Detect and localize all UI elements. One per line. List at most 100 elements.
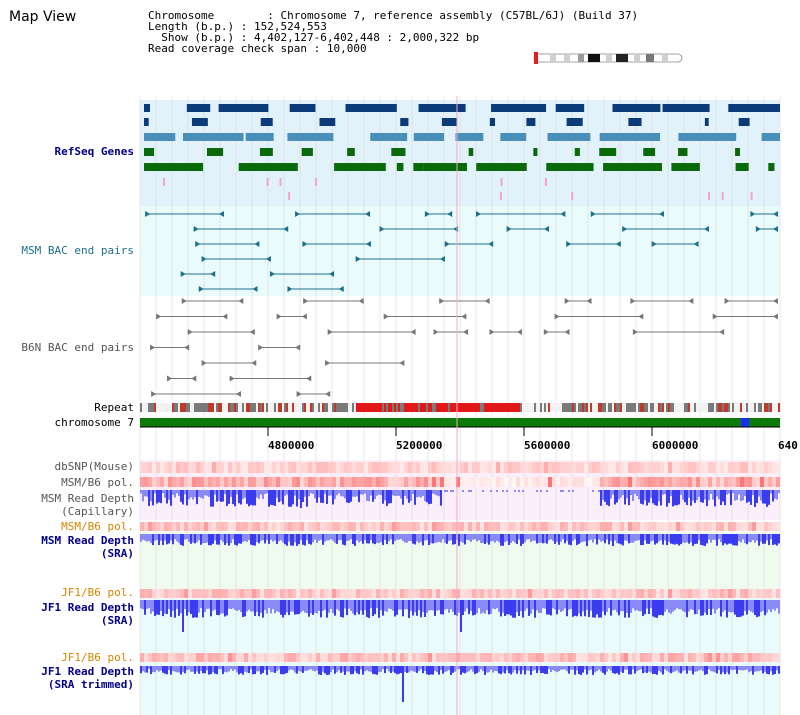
read-depth-bar	[334, 534, 336, 543]
read-depth-bar	[678, 600, 680, 610]
repeat-block	[568, 403, 570, 412]
read-depth-bar	[772, 490, 774, 502]
read-depth-bar	[536, 666, 538, 674]
polymorphism-cell	[388, 522, 392, 531]
read-depth-bar	[682, 490, 684, 500]
read-depth-bar	[152, 600, 154, 612]
msm-bac-track[interactable]	[145, 211, 778, 292]
bac-end-marker	[444, 241, 450, 247]
repeat-block	[658, 403, 660, 412]
polymorphism-cell	[776, 477, 780, 487]
chromosome-label: chromosome 7	[55, 416, 134, 429]
polymorphism-cell	[708, 653, 712, 662]
bac-end-marker	[150, 344, 156, 351]
polymorphism-cell	[756, 522, 760, 531]
read-depth-bar	[768, 534, 770, 546]
read-depth-bar	[254, 666, 256, 675]
read-depth-bar	[300, 490, 302, 508]
b6n-bac-track[interactable]	[150, 298, 778, 397]
polymorphism-cell	[696, 653, 700, 662]
refseq-genes-track[interactable]	[144, 104, 780, 200]
read-depth-bar	[482, 490, 484, 492]
read-depth-bar	[524, 534, 526, 543]
repeat-block	[204, 403, 206, 412]
polymorphism-cell	[728, 477, 732, 487]
read-depth-bar	[484, 600, 486, 614]
chromosome-ideogram[interactable]	[530, 52, 685, 64]
read-depth-bar	[218, 666, 220, 670]
read-depth-bar	[436, 600, 438, 611]
polymorphism-cell	[768, 589, 772, 598]
ideogram-position-marker[interactable]	[534, 52, 538, 64]
read-depth-bar	[204, 666, 206, 674]
polymorphism-cell	[192, 477, 196, 487]
polymorphism-cell	[464, 462, 468, 473]
polymorphism-cell	[456, 653, 460, 662]
polymorphism-cell	[596, 653, 600, 662]
read-depth-bar	[598, 600, 600, 618]
polymorphism-cell	[164, 589, 168, 598]
read-depth-bar	[168, 490, 170, 500]
read-depth-bar	[528, 600, 530, 616]
repeat-block	[202, 403, 204, 412]
polymorphism-cell	[276, 462, 280, 473]
polymorphism-cell	[644, 477, 648, 487]
polymorphism-cell	[144, 477, 148, 487]
read-depth-bar	[618, 534, 620, 544]
read-depth-bar	[586, 534, 588, 546]
read-depth-bar	[470, 600, 472, 611]
read-depth-bar	[480, 534, 482, 544]
read-depth-bar	[576, 666, 578, 671]
polymorphism-cell	[596, 589, 600, 598]
repeat-track[interactable]	[140, 403, 780, 412]
repeat-block	[404, 403, 406, 412]
polymorphism-cell	[772, 462, 776, 473]
read-depth-bar	[250, 666, 252, 670]
bac-end-marker	[338, 286, 344, 292]
polymorphism-cell	[292, 653, 296, 662]
repeat-block	[452, 403, 454, 412]
polymorphism-cell	[212, 462, 216, 473]
polymorphism-cell	[460, 477, 464, 487]
read-depth-bar	[264, 666, 266, 671]
genome-browser-tracks[interactable]: RefSeq Genes MSM BAC end pairs B6N BAC e…	[0, 96, 800, 715]
polymorphism-cell	[700, 653, 704, 662]
polymorphism-cell	[396, 462, 400, 473]
polymorphism-cell	[408, 589, 412, 598]
read-depth-bar	[586, 666, 588, 675]
read-depth-bar	[184, 666, 186, 674]
polymorphism-cell	[152, 589, 156, 598]
read-depth-bar	[146, 666, 148, 673]
read-depth-bar	[148, 666, 150, 670]
read-depth-bar	[558, 600, 560, 610]
read-depth-bar	[700, 490, 702, 503]
read-depth-bar	[340, 600, 342, 617]
polymorphism-cell	[496, 522, 500, 531]
read-depth-bar	[628, 490, 630, 506]
gene-feature	[238, 163, 298, 171]
polymorphism-cell	[284, 462, 288, 473]
gene-feature	[761, 133, 780, 141]
read-depth-bar	[342, 666, 344, 672]
read-depth-bar	[268, 666, 270, 670]
variant-and-depth-tracks[interactable]	[140, 462, 780, 702]
read-depth-bar	[590, 534, 592, 540]
polymorphism-cell	[204, 522, 208, 531]
polymorphism-cell	[228, 477, 232, 487]
read-depth-bar	[646, 600, 648, 609]
repeat-block	[670, 403, 672, 412]
polymorphism-cell	[452, 589, 456, 598]
repeat-block	[396, 403, 398, 412]
read-depth-bar	[670, 490, 672, 497]
polymorphism-cell	[348, 653, 352, 662]
gene-feature-minor	[750, 192, 753, 200]
read-depth-bar	[324, 490, 326, 494]
polymorphism-cell	[444, 477, 448, 487]
read-depth-bar	[776, 666, 778, 671]
read-depth-bar	[336, 600, 338, 610]
read-depth-bar	[608, 534, 610, 545]
polymorphism-cell	[148, 462, 152, 473]
repeat-block	[426, 403, 428, 412]
polymorphism-cell	[232, 653, 236, 662]
read-depth-bar	[146, 600, 148, 609]
